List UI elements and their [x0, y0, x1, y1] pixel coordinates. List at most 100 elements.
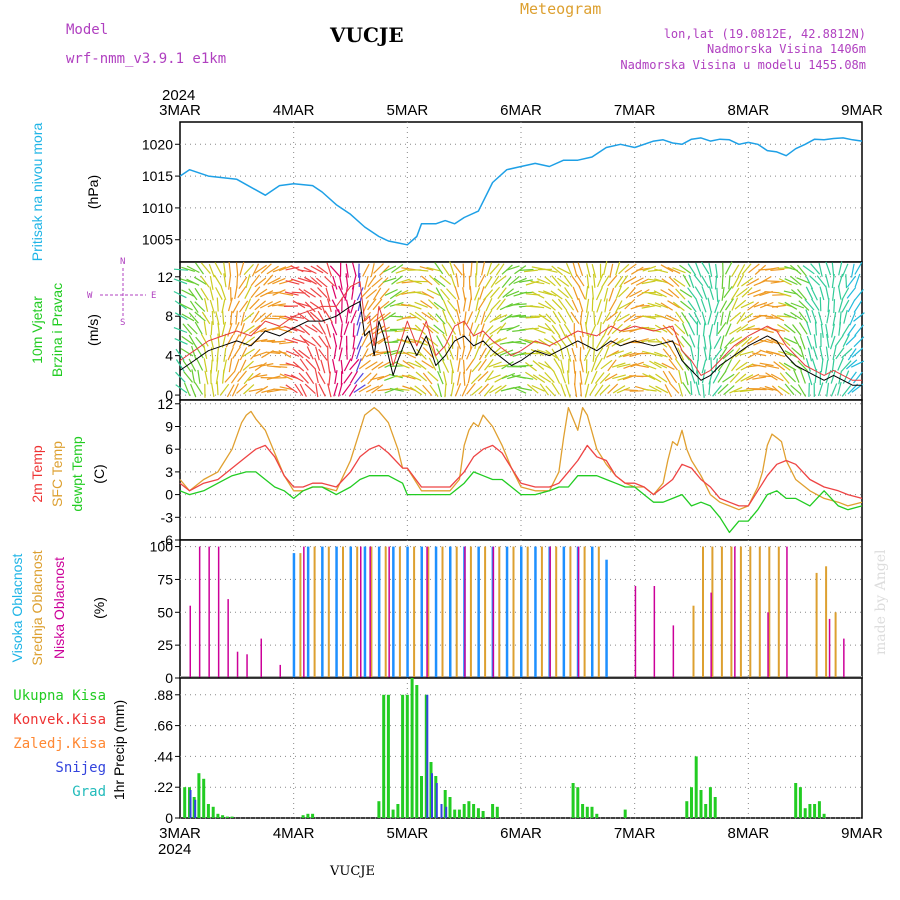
cloud-mid-bar [692, 605, 695, 678]
wind-barb [695, 381, 701, 396]
wind-barb [791, 289, 803, 300]
wind-barb [174, 338, 188, 345]
wind-barb [735, 337, 748, 347]
wind-barb [352, 323, 355, 338]
wind-barb [831, 323, 835, 338]
wind-barb [833, 299, 836, 314]
y-tick-label: 25 [157, 637, 173, 653]
wind-barb [790, 264, 802, 275]
wind-barb [853, 312, 865, 322]
y-tick-label: .44 [154, 748, 174, 764]
cloud-low-bar [710, 592, 712, 678]
precip-total-bar [221, 815, 225, 818]
wind-barb [819, 346, 824, 361]
wind-barb [538, 374, 552, 383]
wind-label-line1: 10m Vjetar [29, 296, 45, 364]
wind-barb [594, 357, 603, 371]
wind-barb [493, 337, 508, 344]
wind-barb [802, 265, 815, 275]
wind-barb [175, 359, 185, 372]
wind-barb [490, 275, 500, 288]
cloud-low-bar [634, 586, 637, 678]
wind-barb [315, 383, 319, 398]
wind-barb [530, 348, 544, 356]
wind-barb [805, 358, 811, 372]
wind-barb [356, 287, 364, 301]
wind-barb [708, 345, 712, 361]
wind-barb [349, 358, 360, 371]
precip-total-bar [704, 804, 708, 818]
wind-barb [235, 310, 238, 325]
wind-barb [747, 315, 761, 323]
wind-barb [707, 297, 712, 312]
precip-total-bar [491, 804, 495, 818]
precip-total-bar [420, 776, 423, 818]
wind-barb [641, 326, 656, 330]
wind-barb [641, 305, 656, 309]
wind-barb [389, 290, 402, 300]
y-tick-label: 1020 [142, 136, 173, 152]
wind-barb [707, 310, 713, 325]
wind-barb [770, 373, 784, 382]
wind-barb [367, 298, 377, 311]
wind-barb [449, 261, 455, 276]
wind-barb [209, 334, 215, 349]
wind-barb [731, 359, 741, 372]
wind-barb [612, 374, 626, 380]
wind-barb [784, 323, 796, 334]
wind-barb [518, 338, 533, 345]
wind-barb [454, 335, 462, 350]
wind-barb [367, 275, 377, 288]
wind-barb [173, 268, 189, 271]
wind-barb [186, 265, 200, 274]
cloud-low-bar [734, 546, 736, 678]
wind-barb [832, 286, 835, 301]
cloud-high-bar [349, 546, 352, 678]
wind-barb [266, 265, 279, 275]
wind-barb [584, 383, 590, 398]
wind-barb [239, 347, 248, 361]
wind-barb [217, 322, 221, 337]
wind-barb [182, 323, 193, 335]
wind-barb [429, 384, 439, 397]
wind-barb [331, 285, 337, 299]
wind-barb [617, 337, 631, 345]
wind-barb [422, 347, 434, 359]
wind-barb [376, 374, 391, 381]
wind-speed-line [179, 300, 862, 386]
wind-barb [702, 322, 706, 337]
wind-barb [853, 371, 863, 384]
wind-barb [585, 311, 589, 326]
wind-barb [200, 333, 209, 347]
wind-barb [674, 358, 684, 371]
wind-barb [338, 335, 343, 350]
wind-barb [623, 362, 637, 369]
y-tick-label: .66 [154, 718, 174, 734]
cloud-high-bar [562, 546, 566, 678]
wind-barb [501, 372, 516, 380]
wind-barb [712, 370, 721, 384]
wind-barb [361, 333, 369, 347]
wind-barb [487, 374, 501, 381]
temp2m-line [179, 444, 863, 507]
wind-barb [272, 277, 286, 285]
precip-snow-bar [445, 806, 448, 818]
wind-barb [701, 369, 706, 384]
wind-barb [697, 334, 700, 349]
wind-barb [244, 285, 252, 299]
wind-barb [720, 311, 724, 326]
wind-barb [538, 290, 553, 296]
wind-barb [678, 382, 684, 397]
wind-barb [653, 361, 668, 369]
wind-barb [228, 262, 232, 277]
wind-barb [396, 362, 410, 369]
model-name: wrf-nmm_v3.9.1 e1km [66, 51, 226, 67]
wind-barb [468, 297, 472, 312]
cloud-mid-bar [327, 546, 330, 678]
wind-barb [453, 263, 463, 276]
wind-barb [318, 322, 327, 335]
wind-barb [653, 290, 667, 298]
wind-barb [462, 287, 466, 302]
wind-barb [708, 274, 713, 289]
precip-total-bar [576, 787, 580, 818]
